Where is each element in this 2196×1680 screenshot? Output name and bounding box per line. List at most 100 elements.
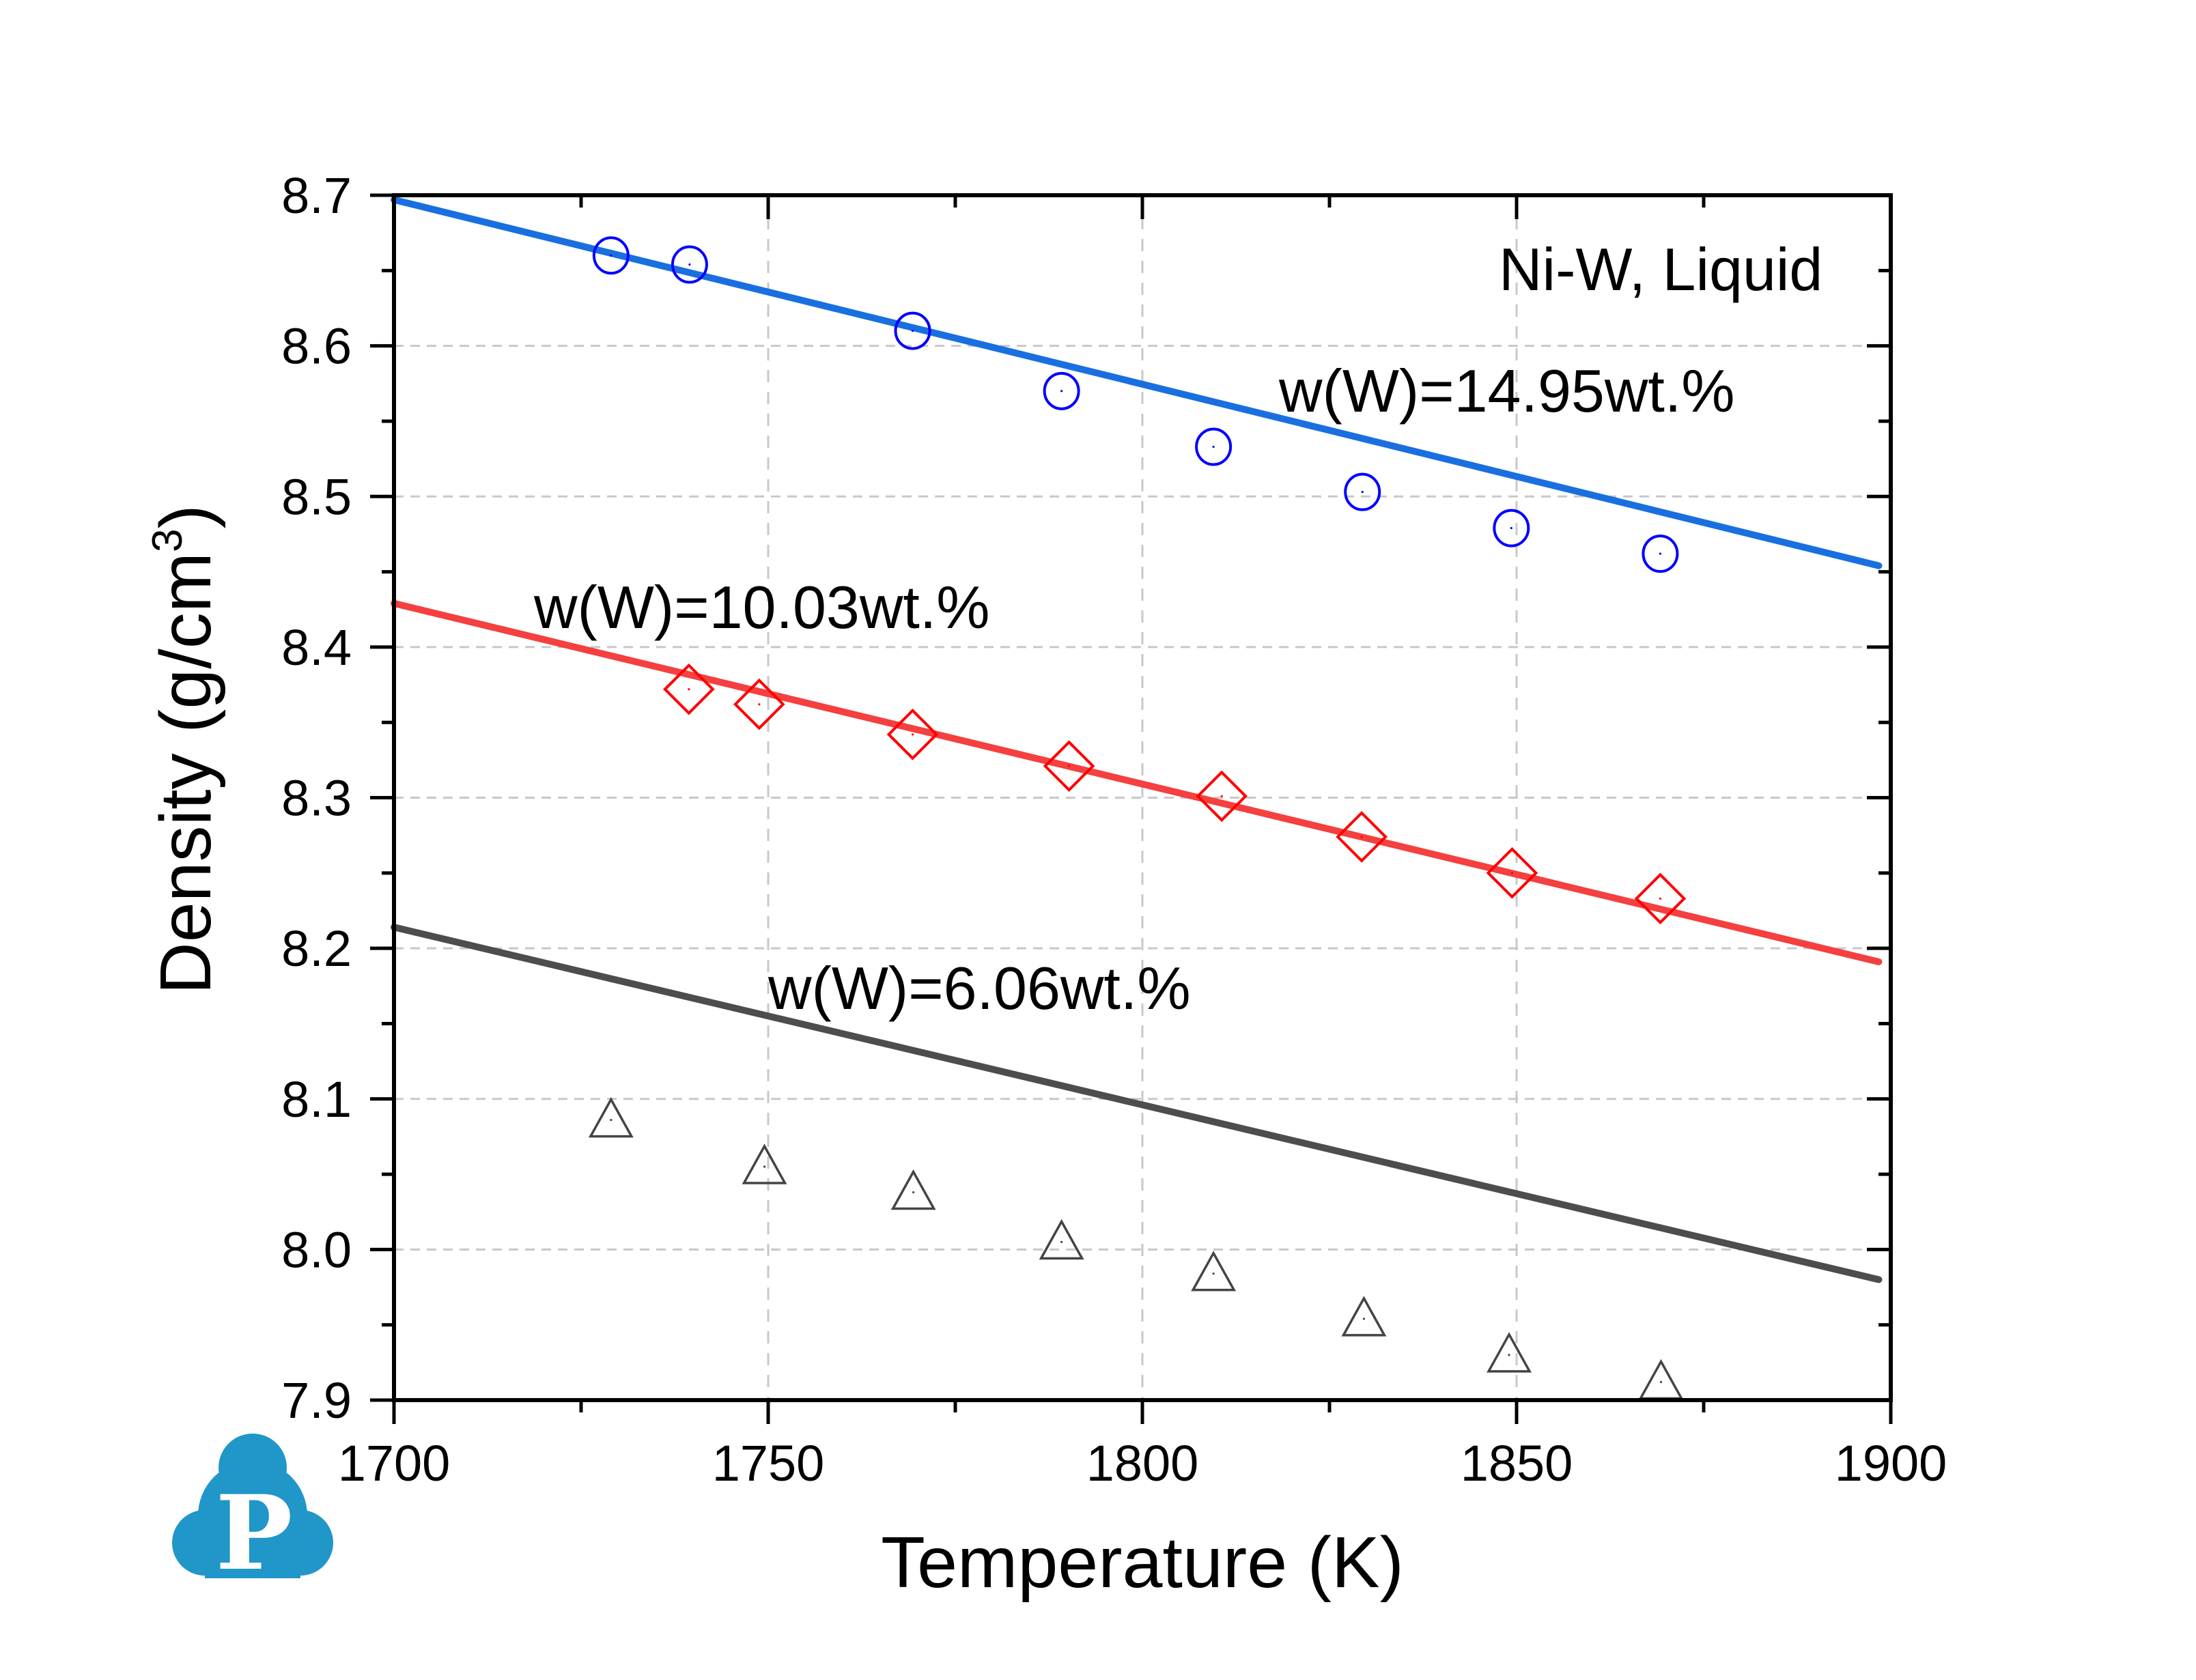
marker-center-dot xyxy=(758,703,761,706)
label-low-w: w(W)=6.06wt.% xyxy=(768,954,1191,1022)
diamond-marker xyxy=(662,663,715,715)
logo-cloud xyxy=(172,1434,333,1578)
triangle-marker xyxy=(1191,1251,1237,1292)
marker-center-dot xyxy=(763,1165,766,1168)
data-point-diamond xyxy=(1634,872,1687,925)
marker-center-dot xyxy=(912,1191,915,1194)
data-point-triangle xyxy=(1341,1296,1387,1337)
data-point-circle xyxy=(1344,472,1381,511)
marker-center-dot xyxy=(1510,526,1512,530)
y-axis-title-main: Density (g/cm xyxy=(145,552,226,995)
x-tick-label: 1750 xyxy=(712,1435,825,1492)
circle-marker xyxy=(1642,535,1679,573)
fit-line xyxy=(391,924,1883,1283)
diamond-marker xyxy=(1196,770,1248,823)
circle-marker xyxy=(1493,509,1530,547)
triangle-marker xyxy=(890,1169,936,1210)
data-point-triangle xyxy=(1191,1251,1237,1292)
x-tick-label: 1850 xyxy=(1461,1435,1573,1492)
data-point-diamond xyxy=(1196,770,1248,823)
marker-center-dot xyxy=(1060,390,1063,393)
system-label: Ni-W, Liquid xyxy=(1499,236,1822,303)
circle-marker xyxy=(671,245,708,284)
marker-center-dot xyxy=(1508,1354,1510,1356)
circle-marker xyxy=(1195,427,1233,466)
marker-center-dot xyxy=(1067,765,1071,767)
data-point-circle xyxy=(592,236,630,275)
circle-marker xyxy=(1344,472,1381,511)
circle-marker xyxy=(894,311,931,350)
marker-center-dot xyxy=(911,733,914,736)
fit-line xyxy=(391,599,1883,965)
circle-marker xyxy=(1043,371,1080,410)
marker-center-dot xyxy=(688,263,691,266)
marker-center-dot xyxy=(1659,1380,1663,1384)
fit-line xyxy=(391,196,1883,569)
y-tick-label: 8.4 xyxy=(281,619,352,676)
y-tick-label: 8.5 xyxy=(281,468,352,525)
marker-center-dot xyxy=(1659,552,1662,555)
marker-center-dot xyxy=(1361,491,1364,494)
triangle-marker xyxy=(1039,1219,1084,1260)
x-tick-label: 1800 xyxy=(1086,1435,1199,1492)
fit-lines xyxy=(391,196,1883,1283)
label-high-w: w(W)=14.95wt.% xyxy=(1278,357,1735,425)
cloud-p-logo-icon: P xyxy=(172,1434,333,1584)
triangle-marker xyxy=(588,1097,634,1138)
x-tick-label: 1700 xyxy=(338,1435,451,1492)
data-point-circle xyxy=(1493,509,1530,547)
marker-center-dot xyxy=(1659,897,1662,900)
marker-center-dot xyxy=(1362,1318,1366,1320)
data-point-triangle xyxy=(588,1097,634,1138)
triangle-marker xyxy=(1341,1296,1387,1337)
circle-marker xyxy=(592,236,630,275)
diamond-marker xyxy=(1486,846,1538,899)
data-point-diamond xyxy=(1486,846,1538,899)
y-tick-label: 7.9 xyxy=(281,1372,352,1429)
y-axis-title: Density (g/cm3) xyxy=(144,504,226,995)
data-points xyxy=(588,236,1687,1400)
data-point-triangle xyxy=(1638,1358,1684,1400)
marker-center-dot xyxy=(1220,795,1223,797)
data-point-circle xyxy=(1043,371,1080,410)
grid-lines xyxy=(394,195,1891,1400)
data-point-diamond xyxy=(1043,740,1095,792)
marker-center-dot xyxy=(610,1119,613,1122)
tick-labels: 1700 1750 1800 1850 1900 7.9 8.0 8.1 8.2 8.3 8.4 8.… xyxy=(281,167,1947,1492)
ticks xyxy=(370,193,1893,1424)
x-axis-title: Temperature (K) xyxy=(881,1522,1404,1603)
marker-center-dot xyxy=(911,329,914,332)
y-tick-label: 8.0 xyxy=(281,1221,352,1278)
marker-center-dot xyxy=(1510,872,1514,874)
marker-center-dot xyxy=(610,254,613,257)
data-point-triangle xyxy=(1039,1219,1084,1260)
y-tick-label: 8.2 xyxy=(281,920,352,977)
data-point-circle xyxy=(1642,535,1679,573)
data-point-triangle xyxy=(890,1169,936,1210)
marker-center-dot xyxy=(1360,836,1363,838)
triangle-marker xyxy=(742,1143,787,1184)
y-tick-label: 8.1 xyxy=(281,1071,352,1128)
triangle-marker xyxy=(1638,1358,1684,1400)
logo-letter: P xyxy=(216,1473,293,1584)
triangle-marker xyxy=(1487,1332,1532,1373)
data-point-diamond xyxy=(886,709,939,760)
marker-center-dot xyxy=(688,688,690,691)
data-point-circle xyxy=(671,245,708,284)
data-point-circle xyxy=(894,311,931,350)
marker-center-dot xyxy=(1060,1240,1063,1243)
y-tick-label: 8.6 xyxy=(281,318,352,375)
diamond-marker xyxy=(733,678,785,730)
data-point-triangle xyxy=(742,1143,787,1184)
data-point-diamond xyxy=(733,678,785,730)
label-mid-w: w(W)=10.03wt.% xyxy=(533,573,990,641)
y-tick-label: 8.3 xyxy=(281,770,352,827)
data-point-diamond xyxy=(1336,811,1388,863)
diamond-marker xyxy=(886,709,939,760)
marker-center-dot xyxy=(1212,445,1215,449)
data-point-circle xyxy=(1195,427,1233,466)
diamond-marker xyxy=(1634,872,1687,925)
y-tick-label: 8.7 xyxy=(281,167,352,224)
diamond-marker xyxy=(1336,811,1388,863)
